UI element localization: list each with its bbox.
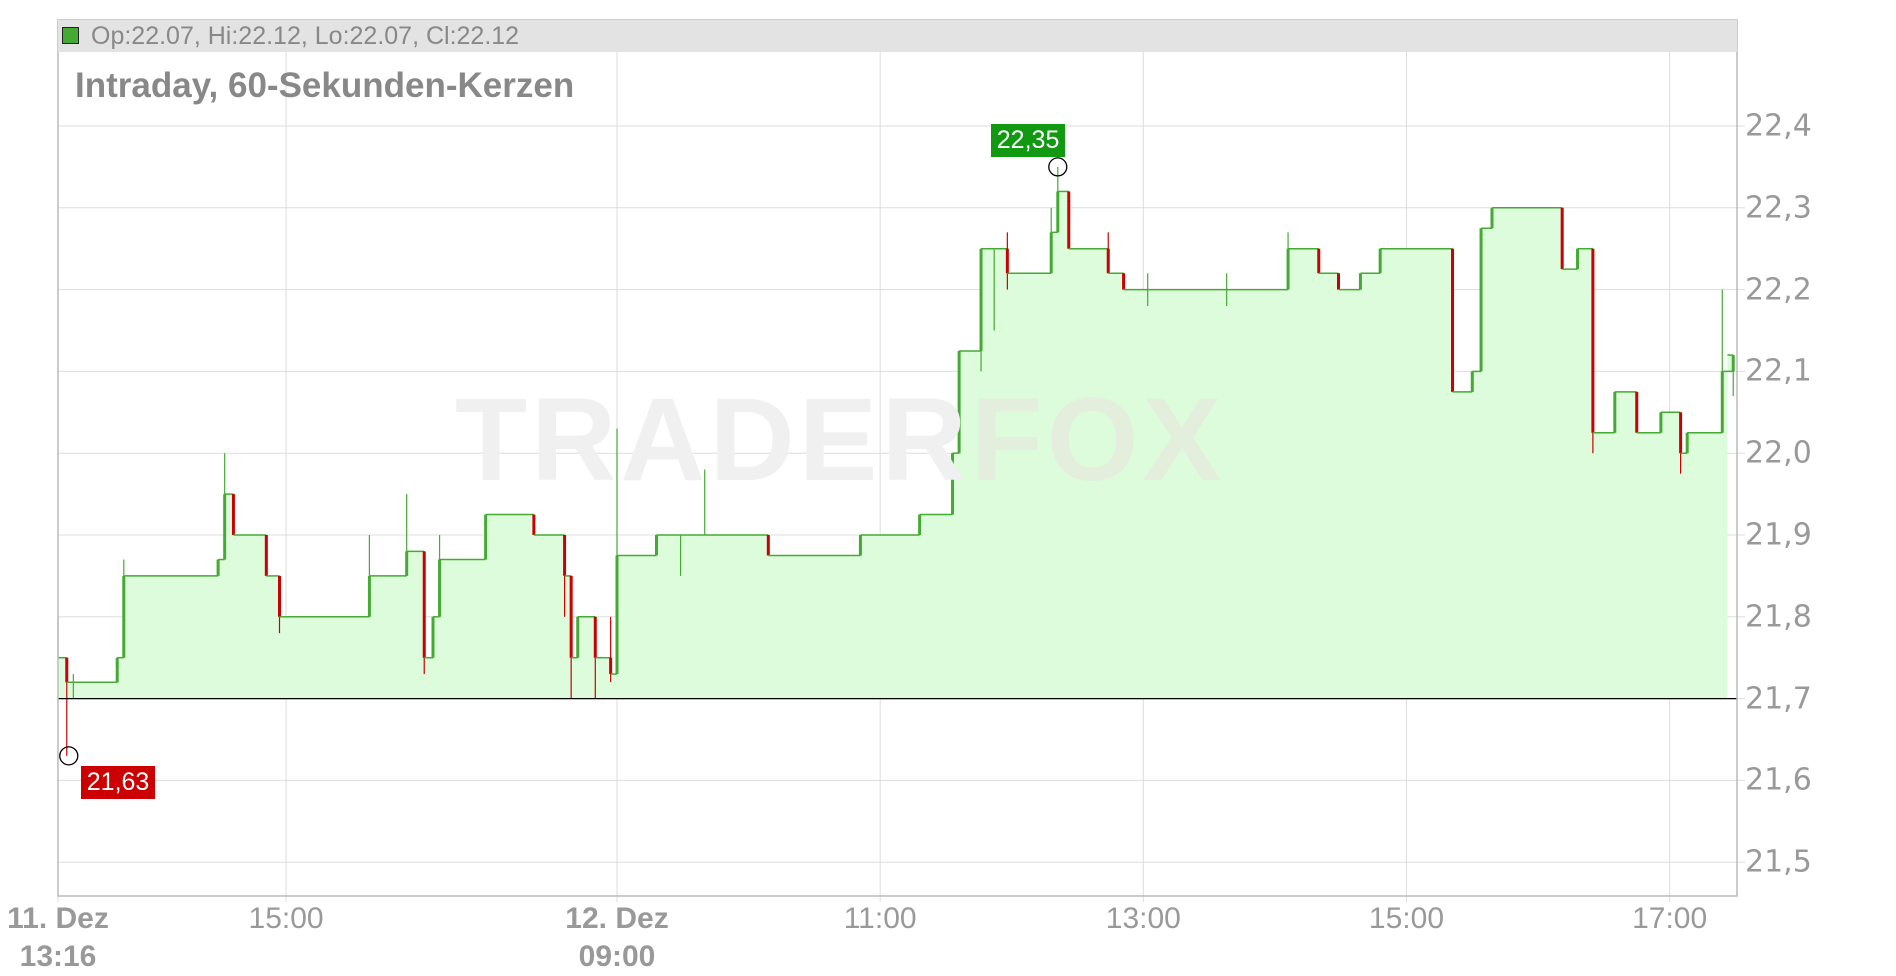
legend-swatch xyxy=(62,27,79,44)
low-marker xyxy=(59,746,79,766)
traderfox-watermark: TRADERFOX xyxy=(455,372,1225,508)
y-tick-label: 21,8 xyxy=(1745,599,1812,635)
y-tick-label: 22,2 xyxy=(1745,272,1812,308)
x-tick-main: 15:00 xyxy=(248,902,324,935)
y-tick-label: 22,4 xyxy=(1745,108,1812,144)
x-tick-label: 15:00 xyxy=(249,900,324,938)
x-tick-label: 17:00 xyxy=(1632,900,1707,938)
x-tick-sub: 13:16 xyxy=(19,940,97,973)
ohlc-legend: Op:22.07, Hi:22.12, Lo:22.07, Cl:22.12 xyxy=(58,20,1737,52)
x-tick-label: 13:00 xyxy=(1106,900,1181,938)
x-tick-main: 17:00 xyxy=(1632,902,1708,935)
x-tick-label: 15:00 xyxy=(1369,900,1444,938)
y-tick-label: 21,6 xyxy=(1745,762,1812,798)
chart-title: Intraday, 60-Sekunden-Kerzen xyxy=(75,66,575,105)
price-chart xyxy=(57,19,1745,902)
low-price-label: 21,63 xyxy=(80,765,156,799)
x-tick-main: 15:00 xyxy=(1368,902,1445,935)
y-tick-label: 21,5 xyxy=(1745,844,1812,880)
y-tick-label: 21,9 xyxy=(1745,517,1812,553)
ohlc-legend-text: Op:22.07, Hi:22.12, Lo:22.07, Cl:22.12 xyxy=(91,22,520,50)
price-area-fill xyxy=(58,191,1734,699)
watermark-part1: TRADER xyxy=(455,374,971,506)
x-tick-label: 11:00 xyxy=(844,900,917,938)
x-tick-sub: 09:00 xyxy=(578,940,656,973)
y-tick-label: 22,3 xyxy=(1745,190,1812,226)
x-tick-label: 11. Dez 13:16 xyxy=(7,900,109,976)
y-tick-label: 22,1 xyxy=(1745,353,1812,389)
high-price-label: 22,35 xyxy=(990,123,1066,157)
x-tick-main: 11. Dez xyxy=(7,902,109,935)
watermark-part2: FOX xyxy=(970,374,1226,506)
x-tick-main: 13:00 xyxy=(1105,902,1181,935)
high-marker xyxy=(1048,157,1068,177)
x-tick-label: 12. Dez 09:00 xyxy=(565,900,668,976)
y-tick-label: 22,0 xyxy=(1745,435,1812,471)
x-tick-main: 11:00 xyxy=(843,902,917,935)
y-tick-label: 21,7 xyxy=(1745,681,1812,717)
x-tick-main: 12. Dez xyxy=(565,902,669,935)
